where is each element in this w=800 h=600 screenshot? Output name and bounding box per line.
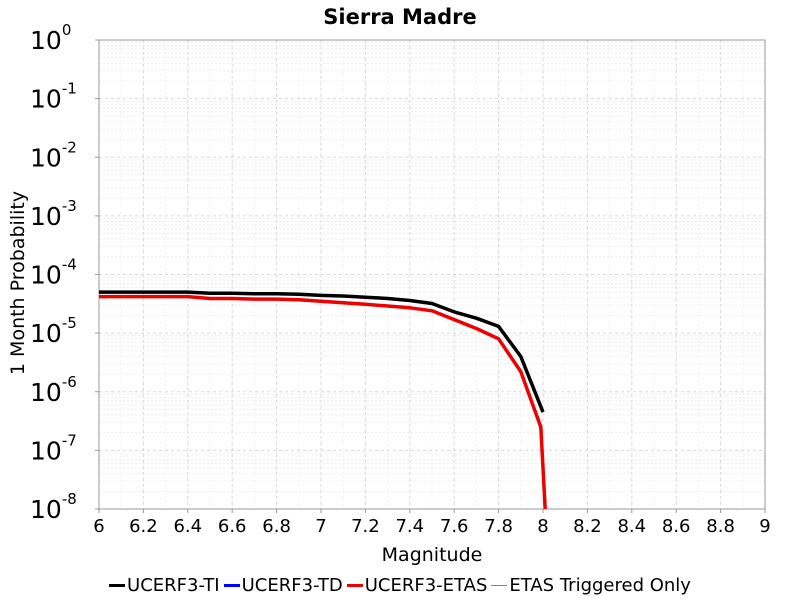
- legend-label: UCERF3-TI: [127, 574, 220, 596]
- y-tick-label: 10-4: [30, 256, 77, 290]
- x-tick-label: 8.2: [573, 516, 602, 537]
- series-line-0: [99, 290, 545, 413]
- x-tick-label: 7: [315, 516, 326, 537]
- y-tick-label: 10-3: [30, 197, 77, 231]
- x-tick-label: 7.8: [484, 516, 513, 537]
- legend-swatch: [109, 583, 126, 587]
- x-tick-label: 6: [93, 516, 104, 537]
- x-axis-label: Magnitude: [382, 544, 483, 566]
- x-tick-label: 7.2: [351, 516, 380, 537]
- series-layer: [99, 290, 547, 510]
- y-axis-ticks: 100 10-1 10-2 10-3 10-4 10-5 10-6 10-7 10-8: [30, 21, 99, 524]
- legend-swatch: [223, 583, 240, 587]
- chart-title: Sierra Madre: [323, 5, 476, 29]
- major-grid: [98, 39, 766, 510]
- legend-label: UCERF3-ETAS: [364, 574, 488, 596]
- x-tick-label: 7.6: [440, 516, 469, 537]
- y-tick-label: 10-6: [30, 373, 77, 407]
- x-tick-label: 6.6: [218, 516, 247, 537]
- legend-label: ETAS Triggered Only: [509, 574, 691, 596]
- x-axis-ticks: 6 6.2 6.4 6.6 6.8 7 7.2 7.4 7.6 7.8 8 8.2 8.4 8.6 8.8 9: [93, 509, 771, 537]
- x-tick-label: 9: [759, 516, 770, 537]
- y-tick-label: 100: [30, 21, 71, 55]
- legend-item: UCERF3-TD: [223, 574, 343, 596]
- minor-grid: [98, 40, 766, 509]
- y-tick-label: 10-7: [30, 431, 77, 465]
- x-tick-label: 6.4: [173, 516, 202, 537]
- y-tick-label: 10-1: [30, 80, 77, 114]
- x-tick-label: 8.4: [617, 516, 646, 537]
- y-tick-label: 10-8: [30, 490, 77, 524]
- y-tick-label: 10-2: [30, 138, 77, 172]
- legend-item: ETAS Triggered Only: [491, 575, 691, 596]
- x-tick-label: 6.8: [262, 516, 291, 537]
- legend-label: UCERF3-TD: [241, 574, 343, 596]
- legend-swatch: [346, 583, 363, 587]
- legend-swatch: [491, 584, 508, 586]
- series-line-2: [99, 294, 547, 510]
- y-axis-label: 1 Month Probability: [7, 191, 29, 375]
- legend-item: UCERF3-TI: [109, 575, 220, 596]
- x-tick-label: 6.2: [129, 516, 158, 537]
- y-tick-label: 10-5: [30, 314, 77, 348]
- x-tick-label: 8.6: [662, 516, 691, 537]
- chart-legend: UCERF3-TI UCERF3-TD UCERF3-ETAS ETAS Trigge…: [0, 572, 800, 598]
- x-tick-label: 8.8: [706, 516, 735, 537]
- x-tick-label: 7.4: [395, 516, 424, 537]
- x-tick-label: 8: [537, 516, 548, 537]
- legend-item: UCERF3-ETAS: [346, 574, 488, 596]
